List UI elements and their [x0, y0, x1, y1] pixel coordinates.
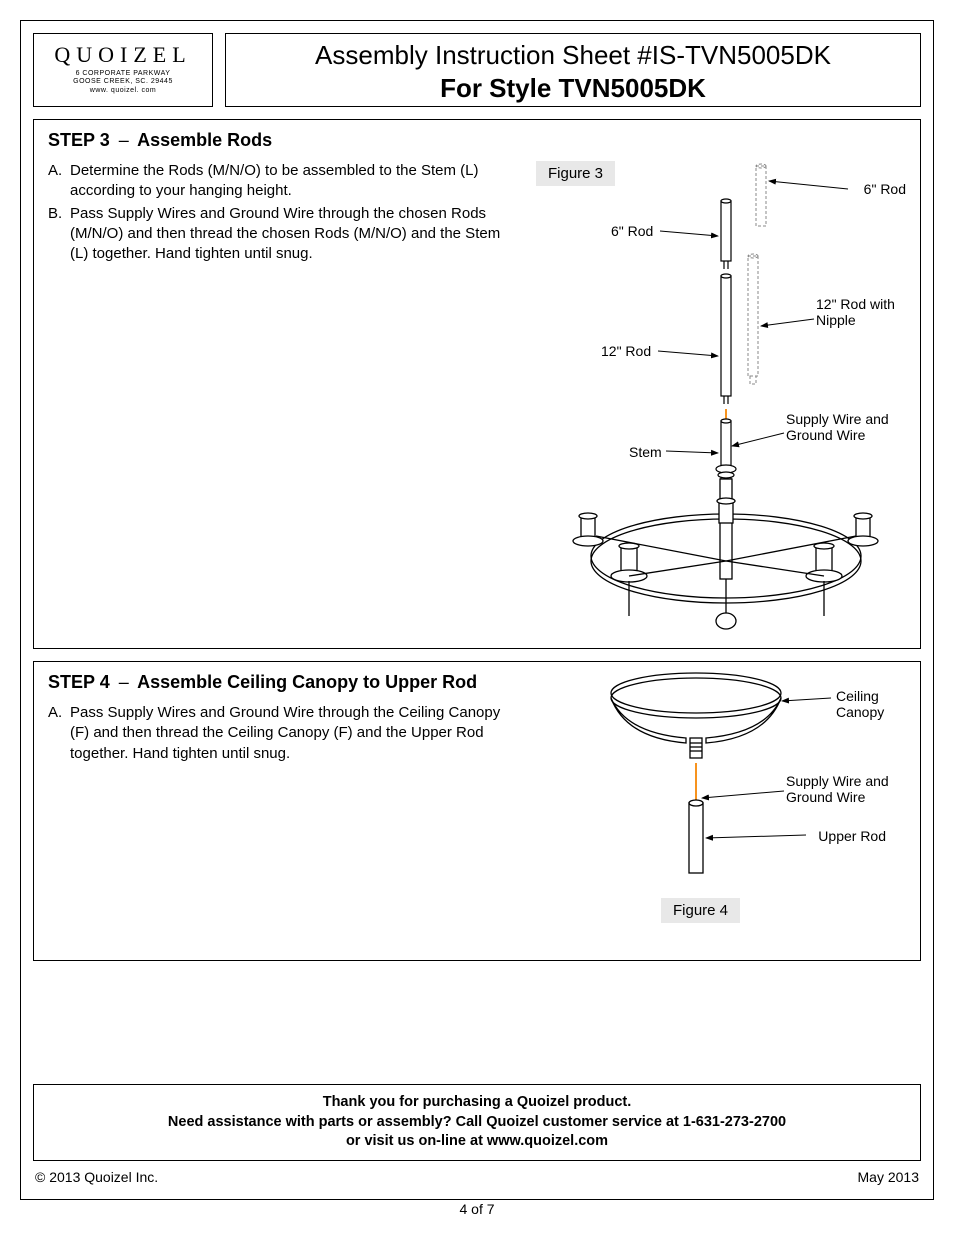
step-3-text: A. Determine the Rods (M/N/O) to be asse… — [48, 161, 516, 651]
figure-3-label: Figure 3 — [536, 161, 615, 186]
dash: – — [119, 130, 129, 150]
item-letter: B. — [48, 204, 70, 265]
item-letter: A. — [48, 703, 70, 764]
step-4-num: STEP 4 — [48, 672, 110, 692]
addr-line: GOOSE CREEK, SC. 29445 — [48, 78, 198, 86]
title-underline — [225, 106, 921, 107]
page: QUOIZEL 6 CORPORATE PARKWAY GOOSE CREEK,… — [0, 0, 954, 1235]
step-4-body: A. Pass Supply Wires and Ground Wire thr… — [48, 703, 906, 923]
title-wrap: Assembly Instruction Sheet #IS-TVN5005DK… — [225, 33, 921, 107]
addr-line: www. quoizel. com — [48, 87, 198, 95]
footer-line: Need assistance with parts or assembly? … — [44, 1113, 910, 1133]
figure-4-label: Figure 4 — [661, 898, 740, 923]
figure-4: Ceiling Canopy Supply Wire and Ground Wi… — [526, 663, 906, 923]
list-item: A. Pass Supply Wires and Ground Wire thr… — [48, 703, 516, 764]
figure-3: Figure 3 6" Rod 6" Rod 12" Rod with Nipp… — [526, 161, 906, 651]
page-number: 4 of 7 — [21, 1201, 933, 1217]
item-text: Pass Supply Wires and Ground Wire throug… — [70, 703, 516, 764]
copyright: © 2013 Quoizel Inc. — [35, 1169, 158, 1185]
step-4-text: A. Pass Supply Wires and Ground Wire thr… — [48, 703, 516, 923]
callout-6rod-right: 6" Rod — [864, 181, 906, 197]
footer-line: or visit us on-line at www.quoizel.com — [44, 1132, 910, 1152]
title-line1: Assembly Instruction Sheet #IS-TVN5005DK — [236, 40, 910, 71]
callout-supply-wire: Supply Wire and Ground Wire — [786, 773, 906, 805]
callout-12rod-left: 12" Rod — [601, 343, 651, 359]
list-item: B. Pass Supply Wires and Ground Wire thr… — [48, 204, 516, 265]
item-text: Determine the Rods (M/N/O) to be assembl… — [70, 161, 516, 202]
step-3-body: A. Determine the Rods (M/N/O) to be asse… — [48, 161, 906, 651]
header: QUOIZEL 6 CORPORATE PARKWAY GOOSE CREEK,… — [33, 33, 921, 107]
callout-canopy: Ceiling Canopy — [836, 688, 906, 720]
step-3-box: STEP 3 – Assemble Rods A. Determine the … — [33, 119, 921, 649]
list-item: A. Determine the Rods (M/N/O) to be asse… — [48, 161, 516, 202]
figure-3-svg — [526, 161, 906, 651]
footer-line: Thank you for purchasing a Quoizel produ… — [44, 1093, 910, 1113]
title-box: Assembly Instruction Sheet #IS-TVN5005DK… — [225, 33, 921, 106]
callout-6rod-left: 6" Rod — [611, 223, 653, 239]
callout-12rod-nipple: 12" Rod with Nipple — [816, 296, 906, 328]
title-line2: For Style TVN5005DK — [236, 73, 910, 104]
item-text: Pass Supply Wires and Ground Wire throug… — [70, 204, 516, 265]
page-border: QUOIZEL 6 CORPORATE PARKWAY GOOSE CREEK,… — [20, 20, 934, 1200]
dash: – — [119, 672, 129, 692]
step-3-title: Assemble Rods — [137, 130, 272, 150]
step-3-num: STEP 3 — [48, 130, 110, 150]
logo-box: QUOIZEL 6 CORPORATE PARKWAY GOOSE CREEK,… — [33, 33, 213, 107]
callout-stem: Stem — [629, 444, 662, 460]
footer-box: Thank you for purchasing a Quoizel produ… — [33, 1084, 921, 1161]
item-letter: A. — [48, 161, 70, 202]
date: May 2013 — [858, 1169, 919, 1185]
step-4-header: STEP 4 – Assemble Ceiling Canopy to Uppe… — [48, 672, 508, 693]
step-4-box: STEP 4 – Assemble Ceiling Canopy to Uppe… — [33, 661, 921, 961]
brand-address: 6 CORPORATE PARKWAY GOOSE CREEK, SC. 294… — [48, 70, 198, 95]
addr-line: 6 CORPORATE PARKWAY — [48, 70, 198, 78]
brand-name: QUOIZEL — [48, 42, 198, 68]
callout-upper-rod: Upper Rod — [818, 828, 886, 844]
step-4-title: Assemble Ceiling Canopy to Upper Rod — [137, 672, 477, 692]
callout-supply-wire: Supply Wire and Ground Wire — [786, 411, 906, 443]
step-3-header: STEP 3 – Assemble Rods — [48, 130, 906, 151]
